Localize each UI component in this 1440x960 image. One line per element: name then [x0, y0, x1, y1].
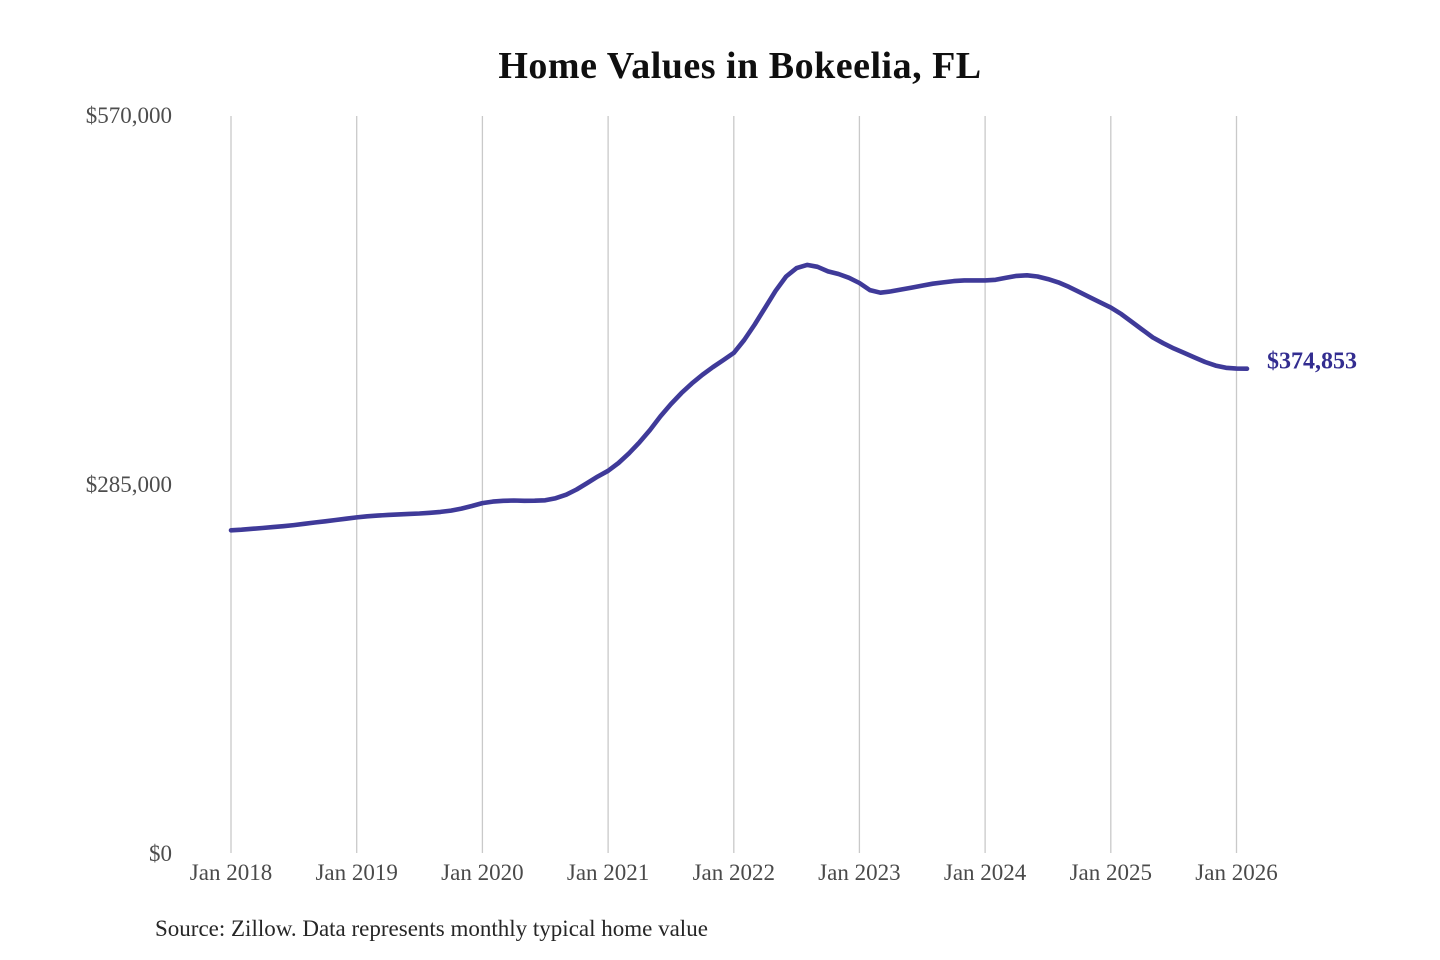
y-axis-tick-label: $285,000 [85, 472, 172, 497]
x-axis-tick-label: Jan 2025 [1069, 860, 1152, 885]
x-axis-tick-label: Jan 2022 [692, 860, 775, 885]
x-axis-tick-label: Jan 2024 [943, 860, 1027, 885]
chart-title: Home Values in Bokeelia, FL [498, 45, 982, 87]
gridlines [230, 116, 1238, 853]
y-axis-tick-label: $570,000 [85, 103, 172, 128]
x-axis-tick-label: Jan 2023 [818, 860, 901, 885]
y-axis-tick-label: $0 [149, 841, 172, 866]
source-note: Source: Zillow. Data represents monthly … [155, 916, 708, 941]
x-axis-tick-label: Jan 2020 [441, 860, 524, 885]
x-axis-tick-label: Jan 2018 [189, 860, 273, 885]
current-value-label: $374,853 [1266, 348, 1357, 375]
x-axis-tick-label: Jan 2019 [315, 860, 398, 885]
x-axis-tick-label: Jan 2021 [566, 860, 650, 885]
home-value-line [228, 262, 1250, 533]
x-axis-tick-label: Jan 2026 [1195, 860, 1278, 885]
